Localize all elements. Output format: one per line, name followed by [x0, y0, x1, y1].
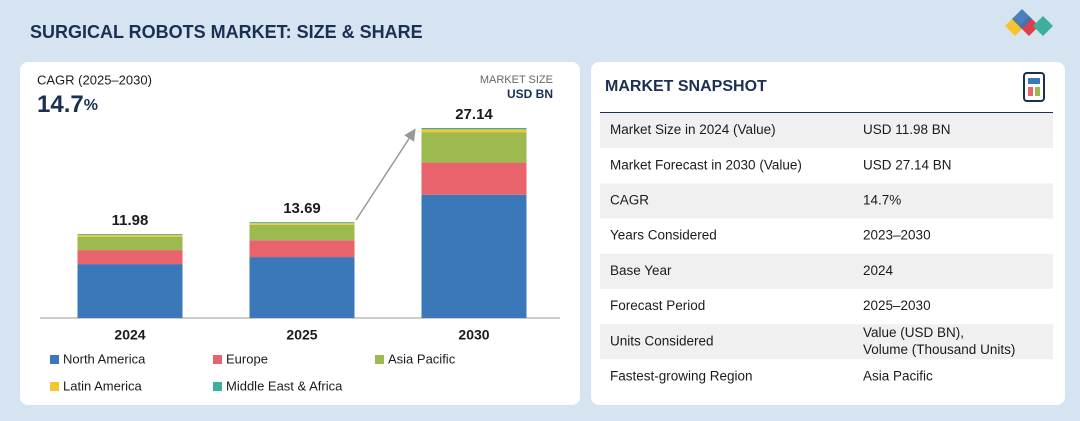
bar-segment: [77, 250, 183, 265]
row-value: 14.7%: [863, 192, 901, 207]
title: SURGICAL ROBOTS MARKET: SIZE & SHARE: [30, 22, 423, 42]
logo: [1005, 9, 1053, 36]
row-value: USD 27.14 BN: [863, 157, 952, 172]
legend-swatch: [50, 355, 59, 364]
legend-swatch: [213, 355, 222, 364]
total-label: 27.14: [455, 106, 493, 123]
bar-segment: [77, 235, 183, 237]
row-label: Units Considered: [610, 333, 714, 348]
row-label: Market Forecast in 2030 (Value): [610, 157, 802, 172]
row-label: CAGR: [610, 192, 649, 207]
legend-label: North America: [63, 351, 146, 366]
bar-segment: [249, 257, 355, 318]
cagr-unit: %: [84, 97, 98, 114]
bar-segment: [249, 222, 355, 224]
legend-label: Middle East & Africa: [226, 378, 343, 393]
row-value: 2025–2030: [863, 298, 931, 313]
snapshot-icon: [1023, 72, 1045, 102]
snapshot-title: MARKET SNAPSHOT: [605, 78, 767, 95]
row-value: USD 11.98 BN: [863, 122, 951, 137]
cagr-number: 14.7: [37, 91, 84, 118]
bar-segment: [77, 234, 183, 236]
row-label: Forecast Period: [610, 298, 705, 313]
bar-segment: [249, 224, 355, 241]
cagr-label: CAGR (2025–2030): [37, 72, 152, 87]
total-label: 11.98: [112, 212, 149, 229]
row-value: Volume (Thousand Units): [863, 342, 1015, 357]
bar-segment: [421, 162, 527, 195]
market-size-label: MARKET SIZE: [480, 74, 553, 86]
bar-segment: [77, 264, 183, 318]
bar-segment: [421, 194, 527, 318]
bar-segment: [421, 129, 527, 133]
row-label: Fastest-growing Region: [610, 368, 753, 383]
x-tick-label: 2030: [458, 327, 489, 343]
bar-segment: [421, 132, 527, 163]
row-shade: [600, 324, 1053, 360]
bar-segment: [249, 223, 355, 225]
row-shade: [600, 183, 1053, 219]
row-shade: [600, 253, 1053, 289]
row-value: Asia Pacific: [863, 368, 933, 383]
cagr-value: 14.7%: [37, 91, 98, 118]
total-label: 13.69: [283, 200, 321, 217]
legend-label: Latin America: [63, 378, 143, 393]
legend-swatch: [213, 382, 222, 391]
row-value: 2024: [863, 263, 894, 278]
legend-swatch: [375, 355, 384, 364]
bar-segment: [77, 236, 183, 251]
row-shade: [600, 113, 1053, 148]
row-label: Market Size in 2024 (Value): [610, 122, 776, 137]
row-label: Base Year: [610, 263, 672, 278]
row-value: 2023–2030: [863, 228, 931, 243]
row-value: Value (USD BN),: [863, 325, 964, 340]
bar-segment: [421, 128, 527, 130]
legend-label: Europe: [226, 351, 268, 366]
row-label: Years Considered: [610, 228, 717, 243]
x-tick-label: 2024: [114, 327, 145, 343]
legend-swatch: [50, 382, 59, 391]
growth-arrow: [355, 128, 416, 221]
legend-label: Asia Pacific: [388, 351, 456, 366]
market-size-unit: USD BN: [507, 87, 553, 101]
bar-segment: [249, 240, 355, 258]
x-tick-label: 2025: [286, 327, 317, 343]
